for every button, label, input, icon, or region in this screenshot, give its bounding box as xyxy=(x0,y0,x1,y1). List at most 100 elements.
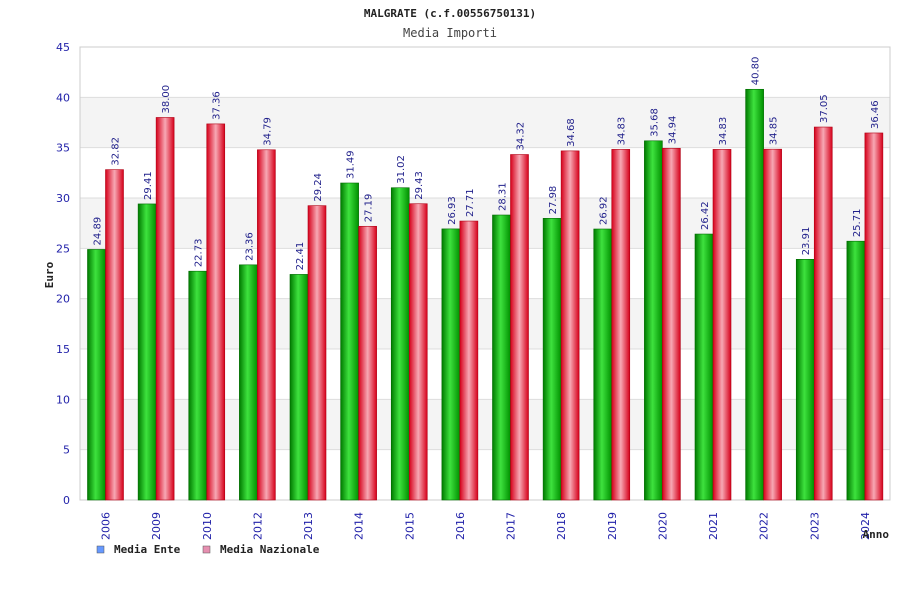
data-label-media-ente-2015: 31.02 xyxy=(396,155,407,184)
legend-swatch-media-ente xyxy=(96,545,105,554)
background-band xyxy=(80,47,890,98)
x-tick-label-2009: 2009 xyxy=(150,512,163,540)
x-tick-label-2018: 2018 xyxy=(555,512,568,540)
bar-media-ente-2014 xyxy=(340,182,359,501)
y-tick-label: 10 xyxy=(56,393,70,406)
data-label-media-ente-2006: 24.89 xyxy=(93,217,104,246)
bar-media-ente-2018 xyxy=(542,218,562,501)
data-label-media-nazionale-2016: 27.71 xyxy=(465,188,476,217)
data-label-media-nazionale-2014: 27.19 xyxy=(364,194,375,223)
data-label-media-ente-2012: 23.36 xyxy=(244,232,255,261)
data-label-media-ente-2018: 27.98 xyxy=(548,186,559,215)
data-label-media-nazionale-2015: 29.43 xyxy=(414,171,425,200)
x-tick-label-2020: 2020 xyxy=(656,512,669,540)
x-tick-label-2024: 2024 xyxy=(859,512,872,540)
bar-media-ente-2012 xyxy=(239,264,258,501)
bar-media-ente-2022 xyxy=(745,88,764,501)
bar-media-ente-2024 xyxy=(846,240,866,501)
data-label-media-ente-2020: 35.68 xyxy=(649,108,660,137)
data-label-media-nazionale-2013: 29.24 xyxy=(313,173,324,202)
bar-media-nazionale-2016 xyxy=(459,220,479,501)
data-label-media-nazionale-2021: 34.83 xyxy=(718,117,729,146)
y-axis-ticks: 0 5 10 15 20 25 30 35 40 45 xyxy=(56,41,70,507)
x-tick-label-2019: 2019 xyxy=(606,512,619,540)
bar-media-nazionale-2019 xyxy=(611,149,631,501)
data-label-media-ente-2009: 29.41 xyxy=(143,171,154,200)
y-axis-label: Euro xyxy=(43,261,56,288)
bar-media-ente-2015 xyxy=(390,187,410,501)
data-label-media-ente-2023: 23.91 xyxy=(801,227,812,256)
bar-media-nazionale-2024 xyxy=(864,132,884,501)
bar-media-ente-2013 xyxy=(289,274,309,501)
bar-media-nazionale-2010 xyxy=(206,123,226,501)
x-axis-ticks: 2006 2009 2010 2012 2013 2014 2015 2016 2017 2018… xyxy=(100,512,872,540)
bar-media-ente-2009 xyxy=(137,203,157,501)
x-tick-label-2006: 2006 xyxy=(100,512,113,540)
data-label-media-ente-2022: 40.80 xyxy=(751,57,762,86)
bar-media-nazionale-2018 xyxy=(560,150,580,501)
x-tick-label-2015: 2015 xyxy=(403,512,416,540)
chart-title: MALGRATE (c.f.00556750131) xyxy=(364,7,536,20)
bars xyxy=(87,88,884,501)
y-tick-label: 35 xyxy=(56,142,70,155)
data-label-media-nazionale-2012: 34.79 xyxy=(262,117,273,146)
bar-media-nazionale-2013 xyxy=(307,205,327,501)
data-label-media-ente-2013: 22.41 xyxy=(295,242,306,271)
y-tick-label: 30 xyxy=(56,192,70,205)
data-label-media-nazionale-2010: 37.36 xyxy=(212,91,223,120)
x-tick-label-2012: 2012 xyxy=(251,512,264,540)
data-label-media-ente-2024: 25.71 xyxy=(852,209,863,238)
bar-media-ente-2016 xyxy=(441,228,461,501)
data-label-media-nazionale-2019: 34.83 xyxy=(617,117,628,146)
data-label-media-nazionale-2018: 34.68 xyxy=(566,118,577,147)
y-tick-label: 15 xyxy=(56,343,70,356)
data-label-media-ente-2014: 31.49 xyxy=(346,150,357,179)
y-tick-label: 45 xyxy=(56,41,70,54)
x-tick-label-2010: 2010 xyxy=(201,512,214,540)
bar-media-ente-2006 xyxy=(87,249,106,501)
data-label-media-nazionale-2006: 32.82 xyxy=(111,137,122,166)
data-label-media-nazionale-2017: 34.32 xyxy=(516,122,527,151)
y-tick-label: 40 xyxy=(56,91,70,104)
legend-swatch-media-nazionale xyxy=(202,545,211,554)
chart-subtitle: Media Importi xyxy=(403,26,497,40)
legend: Media Ente Media Nazionale xyxy=(96,543,320,556)
bar-media-nazionale-2006 xyxy=(105,169,124,501)
y-tick-label: 25 xyxy=(56,242,70,255)
x-axis-label: Anno xyxy=(863,528,890,541)
data-label-media-nazionale-2020: 34.94 xyxy=(667,116,678,145)
y-tick-label: 20 xyxy=(56,293,70,306)
plot-frame xyxy=(79,46,891,501)
x-tick-label-2016: 2016 xyxy=(454,512,467,540)
data-label-media-ente-2017: 28.31 xyxy=(498,182,509,211)
bar-media-nazionale-2014 xyxy=(358,225,377,501)
y-tick-label: 0 xyxy=(63,494,70,507)
data-label-media-ente-2021: 26.42 xyxy=(700,201,711,230)
x-tick-label-2017: 2017 xyxy=(505,512,518,540)
bar-media-ente-2010 xyxy=(188,270,208,501)
legend-label-media-ente: Media Ente xyxy=(114,543,181,556)
x-tick-label-2022: 2022 xyxy=(758,512,771,540)
bar-media-ente-2017 xyxy=(492,214,511,501)
bar-media-nazionale-2021 xyxy=(712,149,732,501)
data-label-media-nazionale-2024: 36.46 xyxy=(870,100,881,129)
data-label-media-ente-2019: 26.92 xyxy=(599,196,610,225)
x-tick-label-2023: 2023 xyxy=(808,512,821,540)
bar-media-nazionale-2012 xyxy=(257,149,276,501)
bar-media-nazionale-2020 xyxy=(662,147,681,501)
bar-media-ente-2023 xyxy=(795,259,815,501)
bar-media-nazionale-2015 xyxy=(408,203,428,501)
data-label-media-ente-2016: 26.93 xyxy=(447,196,458,225)
x-tick-label-2021: 2021 xyxy=(707,512,720,540)
data-label-media-ente-2010: 22.73 xyxy=(194,239,205,268)
legend-label-media-nazionale: Media Nazionale xyxy=(220,543,320,556)
bar-media-nazionale-2009 xyxy=(155,117,175,501)
bar-media-nazionale-2017 xyxy=(510,154,529,501)
data-label-media-nazionale-2022: 34.85 xyxy=(769,117,780,146)
bar-media-ente-2019 xyxy=(593,228,613,501)
bar-media-ente-2020 xyxy=(644,140,663,501)
x-tick-label-2014: 2014 xyxy=(353,512,366,540)
y-tick-label: 5 xyxy=(63,444,70,457)
x-tick-label-2013: 2013 xyxy=(302,512,315,540)
